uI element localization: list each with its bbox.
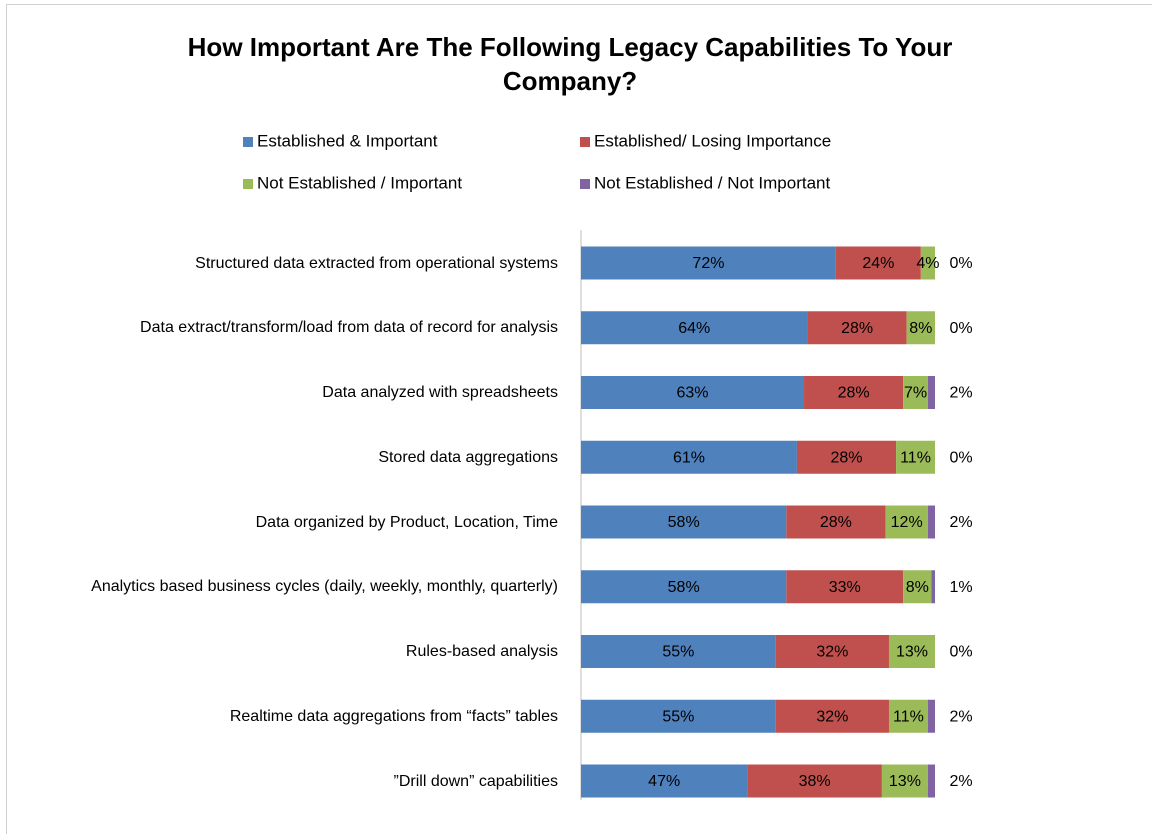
- data-label: 28%: [838, 385, 870, 402]
- bar-segment: [581, 699, 776, 733]
- bar-segment: [835, 246, 921, 280]
- data-label: 63%: [676, 385, 708, 402]
- bar-segment: [927, 764, 935, 798]
- data-label: 58%: [668, 579, 700, 596]
- data-label: 8%: [906, 579, 929, 596]
- legend-label: Not Established / Important: [257, 173, 462, 192]
- bar-segment: [807, 311, 907, 345]
- bar-segment: [581, 764, 748, 798]
- legend-label: Established & Important: [257, 131, 438, 150]
- data-label: 0%: [949, 644, 972, 661]
- legend-swatch: [580, 137, 590, 147]
- data-label: 32%: [816, 644, 848, 661]
- bar-segment: [903, 570, 932, 604]
- bar-segment: [775, 635, 889, 668]
- bar-segment: [581, 570, 787, 604]
- bar-segment: [796, 440, 897, 474]
- bar-segment: [581, 311, 808, 345]
- category-label: Structured data extracted from operation…: [195, 254, 558, 272]
- bar-segment: [581, 505, 787, 539]
- bar-segment: [786, 570, 904, 604]
- category-label: Realtime data aggregations from “facts” …: [229, 707, 558, 725]
- data-label: 0%: [949, 449, 972, 466]
- category-label: Data extract/transform/load from data of…: [140, 319, 558, 337]
- bar-segment: [581, 440, 797, 474]
- bar-segment: [931, 570, 935, 604]
- data-label: 38%: [799, 773, 831, 790]
- legend-swatch: [243, 179, 253, 189]
- data-label: 1%: [949, 579, 972, 596]
- bar-segment: [927, 376, 935, 409]
- data-label: 55%: [662, 708, 694, 725]
- data-label: 8%: [909, 320, 932, 337]
- category-label: Stored data aggregations: [378, 448, 558, 466]
- data-label: 0%: [949, 320, 972, 337]
- data-label: 13%: [889, 773, 921, 790]
- bar-segment: [747, 764, 882, 798]
- data-label: 61%: [673, 449, 705, 466]
- chart-title: How Important Are The Following Legacy C…: [187, 32, 953, 96]
- bar-segment: [896, 440, 935, 474]
- data-label: 2%: [949, 708, 972, 725]
- legend-label: Not Established / Not Important: [594, 173, 831, 192]
- data-label: 72%: [692, 255, 724, 272]
- frame: [6, 4, 1152, 834]
- data-label: 2%: [949, 773, 972, 790]
- data-label: 24%: [862, 255, 894, 272]
- data-label: 12%: [891, 514, 923, 531]
- data-label: 28%: [830, 449, 862, 466]
- bar-segment: [581, 246, 836, 280]
- category-label: Data analyzed with spreadsheets: [322, 384, 558, 401]
- data-label: 0%: [949, 255, 972, 272]
- category-label: Analytics based business cycles (daily, …: [91, 578, 558, 596]
- category-label: Rules-based analysis: [405, 643, 558, 660]
- bar-segment: [927, 505, 935, 539]
- bar-segment: [786, 505, 886, 539]
- data-label: 11%: [893, 708, 924, 725]
- bar-segment: [920, 246, 935, 280]
- data-label: 28%: [841, 320, 873, 337]
- data-label: 4%: [916, 255, 939, 272]
- data-label: 28%: [820, 514, 852, 531]
- category-label: ”Drill down” capabilities: [393, 772, 559, 790]
- category-label: Data organized by Product, Location, Tim…: [255, 513, 558, 531]
- data-label: 32%: [816, 708, 848, 725]
- data-label: 11%: [900, 449, 931, 466]
- data-label: 7%: [904, 385, 927, 402]
- bar-segment: [888, 635, 935, 668]
- data-label: 47%: [648, 773, 680, 790]
- bar-segment: [906, 311, 935, 345]
- bar-segment: [804, 376, 904, 409]
- data-label: 58%: [668, 514, 700, 531]
- bar-segment: [888, 699, 928, 733]
- bar-segment: [885, 505, 928, 539]
- data-label: 33%: [829, 579, 861, 596]
- bar-segment: [581, 635, 776, 668]
- legend-swatch: [580, 179, 590, 189]
- bar-segment: [927, 699, 935, 733]
- bar-segment: [581, 376, 805, 409]
- legend-swatch: [243, 137, 253, 147]
- bar-segment: [881, 764, 928, 798]
- data-label: 64%: [678, 320, 710, 337]
- data-label: 13%: [896, 644, 928, 661]
- data-label: 55%: [662, 644, 694, 661]
- data-label: 2%: [949, 514, 972, 531]
- bar-segment: [903, 376, 928, 409]
- legend-label: Established/ Losing Importance: [594, 131, 831, 150]
- data-label: 2%: [949, 385, 972, 402]
- bar-segment: [775, 699, 889, 733]
